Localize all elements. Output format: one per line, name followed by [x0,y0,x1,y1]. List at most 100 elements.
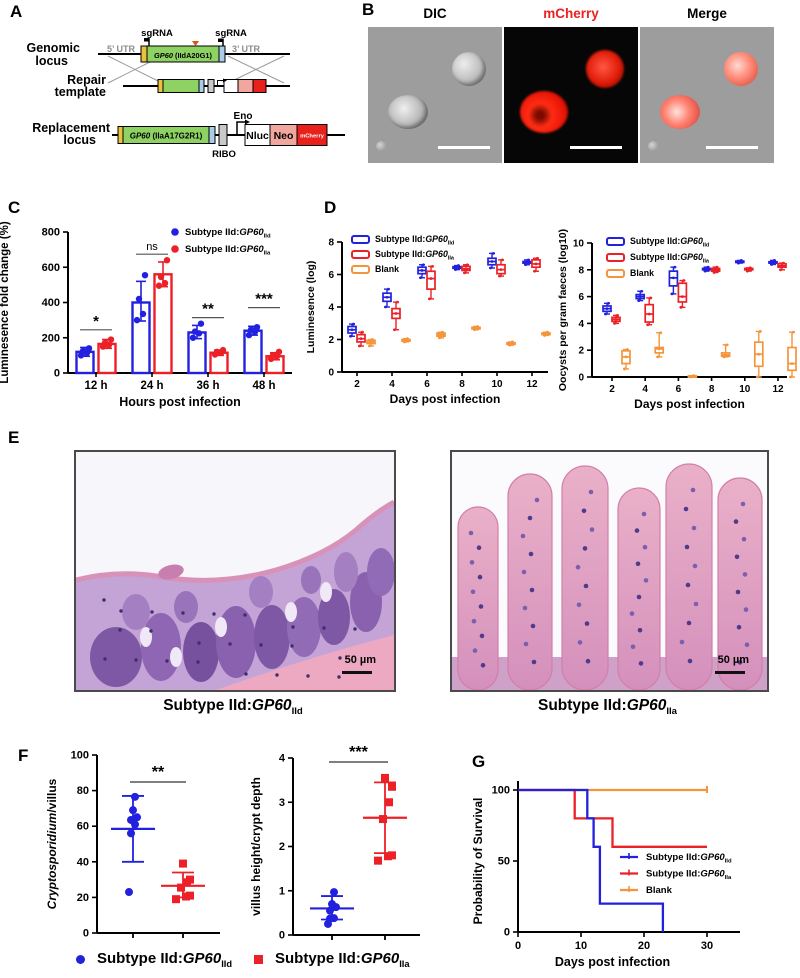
legend-marker [606,237,625,246]
nucleus [733,519,739,524]
box [677,282,688,303]
data-point [349,334,352,338]
nucleus [520,533,526,539]
survival-step-line [518,788,665,932]
nucleus [468,530,474,536]
data-point [739,259,743,262]
data-point [369,340,373,344]
nucleus [149,629,153,633]
ribo-box [218,124,228,146]
data-point [379,815,387,824]
data-point [330,888,338,897]
data-point [623,367,626,371]
nluc-label: Nluc [246,130,269,142]
merge-micrograph [640,27,774,163]
data-point [457,264,460,267]
merged-cell [724,52,758,86]
crypt [254,605,290,669]
data-point [756,375,759,379]
data-point [656,355,660,359]
data-point [790,362,794,365]
data-point [782,261,785,265]
villus [617,487,661,690]
data-point [672,276,675,280]
crypt [141,613,181,681]
legend-label: Blank [630,268,654,278]
data-point [133,316,141,324]
box [787,346,797,372]
data-point [748,266,752,270]
data-point [640,289,643,293]
crypt [174,591,198,623]
data-point [705,267,708,271]
nucleus [275,673,279,677]
nucleus [692,563,698,569]
dic-title: DIC [423,6,447,21]
nucleus [530,623,536,629]
data-point [428,297,431,301]
data-point [85,345,93,352]
data-point [724,353,727,357]
tick-label: 50 [498,856,510,868]
data-point [393,328,396,332]
x-tick-label: 10 [575,940,587,952]
data-point [638,295,642,298]
data-point [525,260,529,264]
data-point [536,256,539,260]
signal-peptide-box [140,45,148,63]
y-axis-label: villus height/crypt depth [249,777,263,916]
nucleus [642,544,648,550]
red-square-marker [254,954,263,964]
crypt-lumen [285,602,297,622]
tick-label: 4 [279,753,286,765]
tick-label: 6 [578,292,584,303]
data-point [770,263,773,266]
data-point [714,268,717,272]
data-point [133,813,141,822]
data-point [245,331,253,339]
nucleus [687,658,693,664]
nucleus [471,618,477,624]
nucleus [634,528,640,533]
data-point [490,260,494,263]
nucleus [641,511,647,517]
mcherry-micrograph [504,27,638,163]
tick-label: 200 [42,332,60,344]
data-point [388,851,396,860]
tick-label: 2 [578,346,584,357]
data-point [107,336,115,343]
nucleus [583,583,589,589]
data-point [141,271,149,279]
data-point [197,320,205,327]
data-point [466,263,469,267]
data-point [613,322,616,325]
x-tick-label: 48 h [252,380,275,392]
data-point [374,856,382,865]
data-point [789,375,792,379]
data-point [746,269,749,273]
data-point [527,258,530,262]
villus-height-crypt-depth-scatter: 0 1 2 3 4 villus height/crypt depth *** [249,744,420,942]
legend-label: Blank [375,264,399,274]
data-point [659,331,662,335]
nucleus [521,569,527,575]
data-point [368,344,371,348]
nucleus [693,601,699,607]
histology-iid-image: 50 µm [74,450,396,692]
gp60-iia-gene-label: GP60 (IIaA17G2R1) [130,132,203,141]
data-point [511,340,514,344]
mcherry-cell [586,50,624,88]
data-point [394,312,398,315]
scale-bar-label: 50 µm [717,654,749,666]
data-point [524,263,527,267]
crypt [301,566,321,594]
tick-label: 10 [573,239,585,250]
nucleus [469,560,475,565]
nucleus [150,610,154,614]
tick-label: 2 [279,841,285,853]
panel-a-construct-diagram: Genomic locus Repair template Replacemen… [27,28,345,160]
x-tick-label: 30 [701,940,713,952]
data-point [163,257,171,264]
panel-label-c: C [8,198,21,217]
tick-label: 0 [83,928,89,940]
